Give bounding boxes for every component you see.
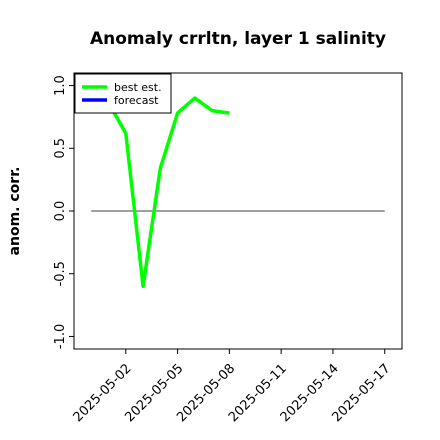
legend-box <box>74 73 172 114</box>
y-tick-label: -0.5 <box>53 261 68 286</box>
chart-title: Anomaly crrltn, layer 1 salinity <box>90 29 386 49</box>
y-tick-label: -1.0 <box>53 324 68 349</box>
legend: best est.forecast <box>74 73 172 114</box>
y-tick-label: 0.5 <box>53 138 68 159</box>
plot-area <box>90 87 385 289</box>
legend-label: forecast <box>114 94 159 107</box>
series-best-est- <box>90 87 230 289</box>
y-tick-label: 0.0 <box>53 201 68 222</box>
y-axis-label: anom. corr. <box>7 167 23 256</box>
y-tick-label: 1.0 <box>53 75 68 96</box>
legend-label: best est. <box>114 81 162 94</box>
